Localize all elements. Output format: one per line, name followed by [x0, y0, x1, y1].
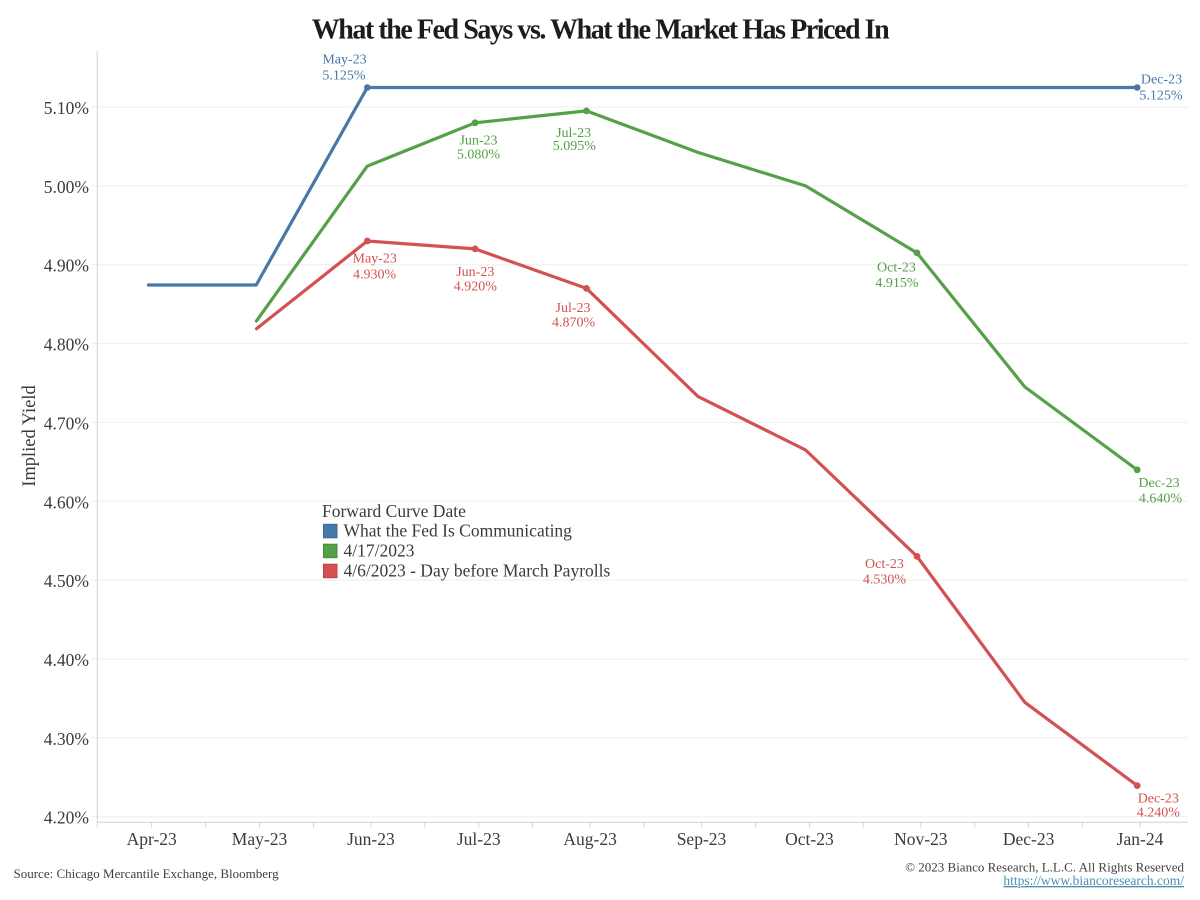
- svg-text:4/17/2023: 4/17/2023: [344, 540, 415, 560]
- svg-text:4.80%: 4.80%: [44, 335, 89, 355]
- svg-text:5.080%: 5.080%: [457, 147, 501, 162]
- svg-text:What the Fed Says vs. What the: What the Fed Says vs. What the Market Ha…: [312, 15, 890, 46]
- svg-text:Apr-23: Apr-23: [127, 829, 177, 849]
- svg-text:Oct-23: Oct-23: [877, 261, 916, 276]
- svg-text:Sep-23: Sep-23: [677, 829, 727, 849]
- svg-text:Oct-23: Oct-23: [785, 829, 834, 849]
- svg-text:5.00%: 5.00%: [44, 177, 89, 197]
- svg-text:4.915%: 4.915%: [875, 276, 919, 291]
- svg-text:4.920%: 4.920%: [454, 280, 498, 295]
- svg-text:Dec-23: Dec-23: [1138, 476, 1179, 491]
- svg-text:© 2023 Bianco Research, L.L.C.: © 2023 Bianco Research, L.L.C. All Right…: [905, 860, 1184, 875]
- svg-text:Jun-23: Jun-23: [347, 829, 395, 849]
- svg-text:Jan-24: Jan-24: [1117, 829, 1164, 849]
- svg-text:4.870%: 4.870%: [552, 316, 596, 331]
- svg-text:Jul-23: Jul-23: [556, 301, 591, 316]
- svg-text:4/6/2023 - Day before March Pa: 4/6/2023 - Day before March Payrolls: [344, 560, 611, 580]
- svg-text:Jul-23: Jul-23: [457, 829, 501, 849]
- svg-text:Dec-23: Dec-23: [1141, 73, 1182, 88]
- svg-text:Dec-23: Dec-23: [1003, 829, 1055, 849]
- svg-text:4.240%: 4.240%: [1137, 806, 1181, 821]
- svg-text:Dec-23: Dec-23: [1138, 792, 1179, 807]
- svg-text:Aug-23: Aug-23: [563, 829, 617, 849]
- svg-text:4.640%: 4.640%: [1139, 491, 1183, 506]
- svg-text:4.30%: 4.30%: [44, 729, 89, 749]
- svg-text:Source: Chicago Mercantile Exc: Source: Chicago Mercantile Exchange, Blo…: [14, 866, 280, 881]
- svg-text:May-23: May-23: [322, 52, 366, 67]
- svg-text:5.125%: 5.125%: [322, 69, 366, 84]
- svg-text:4.90%: 4.90%: [44, 256, 89, 276]
- svg-text:Oct-23: Oct-23: [865, 557, 904, 572]
- svg-text:4.50%: 4.50%: [44, 571, 89, 591]
- svg-text:4.70%: 4.70%: [44, 413, 89, 433]
- svg-text:4.20%: 4.20%: [44, 808, 89, 828]
- svg-text:4.60%: 4.60%: [44, 492, 89, 512]
- svg-text:4.40%: 4.40%: [44, 650, 89, 670]
- svg-text:Jun-23: Jun-23: [459, 134, 497, 149]
- svg-text:Jul-23: Jul-23: [556, 126, 591, 141]
- svg-text:5.095%: 5.095%: [553, 139, 597, 154]
- svg-text:5.125%: 5.125%: [1139, 89, 1183, 104]
- svg-text:May-23: May-23: [232, 829, 288, 849]
- svg-text:What the Fed Is Communicating: What the Fed Is Communicating: [344, 521, 573, 541]
- svg-text:5.10%: 5.10%: [44, 98, 89, 118]
- svg-text:Forward Curve Date: Forward Curve Date: [322, 501, 466, 521]
- svg-text:Jun-23: Jun-23: [456, 265, 494, 280]
- svg-text:May-23: May-23: [353, 252, 397, 267]
- svg-text:Nov-23: Nov-23: [894, 829, 948, 849]
- svg-text:4.530%: 4.530%: [863, 572, 907, 587]
- svg-text:Implied Yield: Implied Yield: [20, 384, 40, 486]
- svg-text:4.930%: 4.930%: [353, 268, 397, 283]
- svg-text:https://www.biancoresearch.com: https://www.biancoresearch.com/: [1003, 873, 1184, 888]
